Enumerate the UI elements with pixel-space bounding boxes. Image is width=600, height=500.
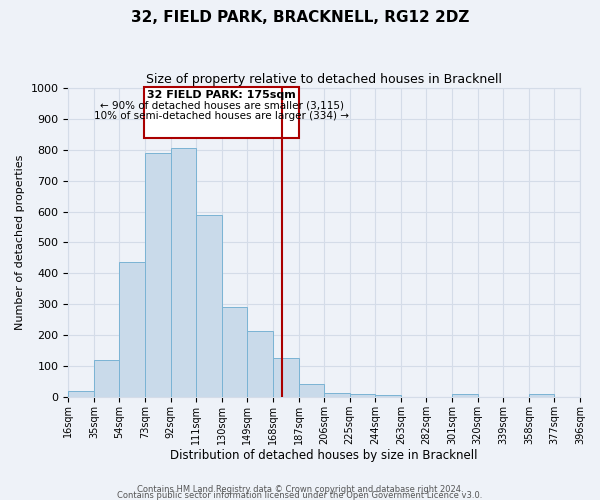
Bar — [94, 360, 119, 397]
Bar — [119, 262, 145, 397]
Bar — [273, 358, 299, 397]
Text: 32, FIELD PARK, BRACKNELL, RG12 2DZ: 32, FIELD PARK, BRACKNELL, RG12 2DZ — [131, 10, 469, 25]
Title: Size of property relative to detached houses in Bracknell: Size of property relative to detached ho… — [146, 72, 502, 86]
Bar — [299, 384, 324, 397]
Bar — [222, 308, 247, 397]
Bar — [196, 214, 222, 397]
X-axis label: Distribution of detached houses by size in Bracknell: Distribution of detached houses by size … — [170, 450, 478, 462]
Text: 32 FIELD PARK: 175sqm: 32 FIELD PARK: 175sqm — [148, 90, 296, 100]
Bar — [145, 153, 170, 397]
Bar — [170, 148, 196, 397]
Text: 10% of semi-detached houses are larger (334) →: 10% of semi-detached houses are larger (… — [94, 112, 349, 122]
Y-axis label: Number of detached properties: Number of detached properties — [15, 154, 25, 330]
Text: Contains public sector information licensed under the Open Government Licence v3: Contains public sector information licen… — [118, 490, 482, 500]
Bar — [350, 394, 376, 397]
Bar — [68, 391, 94, 397]
Bar — [247, 331, 273, 397]
Text: Contains HM Land Registry data © Crown copyright and database right 2024.: Contains HM Land Registry data © Crown c… — [137, 484, 463, 494]
Bar — [145, 86, 299, 138]
Bar — [452, 394, 478, 397]
Bar — [376, 396, 401, 397]
Text: ← 90% of detached houses are smaller (3,115): ← 90% of detached houses are smaller (3,… — [100, 101, 344, 111]
Bar — [324, 393, 350, 397]
Bar — [529, 394, 554, 397]
